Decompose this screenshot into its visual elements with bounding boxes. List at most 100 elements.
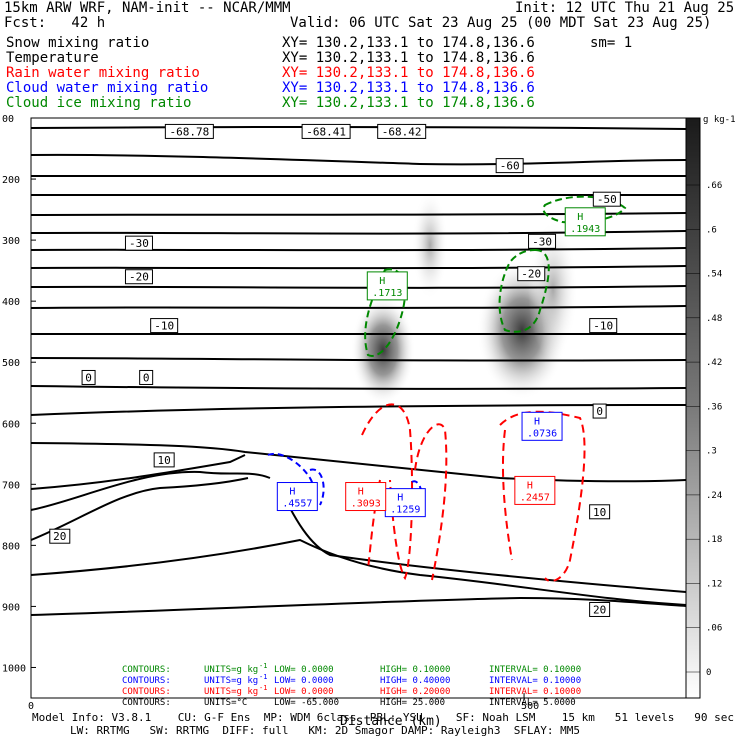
isotherm-label: 0 [143, 371, 150, 384]
y-tick-label: 200 [2, 175, 20, 186]
y-tick-label: 00 [2, 114, 14, 125]
contour-info-units: UNITS=°C [204, 698, 248, 708]
colorbar-label: .36 [706, 402, 722, 412]
maximum-value: .2457 [520, 492, 550, 503]
colorbar-label: .12 [706, 579, 722, 589]
maximum-value: .1943 [570, 224, 600, 235]
contour-info-units: UNITS=g kg [204, 687, 259, 697]
y-tick-label: 400 [2, 297, 20, 308]
isotherm-label-box [139, 369, 154, 385]
isotherm-label: 20 [53, 530, 66, 543]
isotherm-label: -10 [593, 320, 613, 333]
isotherm-label: 20 [593, 603, 606, 616]
init-time: Init: 12 UTC Thu 21 Aug 25 [515, 0, 735, 16]
field-name: Snow mixing ratio [6, 35, 150, 51]
field-cross-section-coords: XY= 130.2,133.1 to 174.8,136.6 [282, 50, 535, 66]
isotherm-label-box [517, 266, 546, 282]
field-cross-section-coords: XY= 130.2,133.1 to 174.8,136.6 [282, 95, 535, 111]
maximum-label: H [397, 493, 403, 504]
maximum-value: .0736 [527, 428, 557, 439]
field-name: Rain water mixing ratio [6, 65, 200, 81]
x-axis-label: Distance (km) [340, 714, 442, 729]
isotherm-label-box [377, 123, 427, 139]
contour-info-low: LOW= 0.0000 [274, 676, 334, 686]
contour-info-high: HIGH= 0.40000 [380, 676, 451, 686]
maximum-box [521, 411, 563, 441]
colorbar-label: .42 [706, 358, 722, 368]
field-name: Cloud water mixing ratio [6, 80, 209, 96]
isotherm-label: 10 [593, 506, 606, 519]
maximum-label: H [534, 416, 540, 427]
maximum-value: .1259 [390, 505, 420, 516]
y-axis: 00 200 300 400 500 600 700 800 900 1000 [2, 114, 36, 674]
contour-info-low: LOW= -65.000 [274, 698, 340, 708]
contour-info-interval: INTERVAL= 0.10000 [489, 676, 582, 686]
contour-info-interval: INTERVAL= 0.10000 [489, 665, 582, 675]
contour-info-label: CONTOURS: [122, 698, 171, 708]
x-axis: 0 500 [28, 693, 539, 712]
colorbar [685, 117, 701, 699]
isotherm-label-box [589, 504, 611, 520]
forecast-hour: Fcst: 42 h [4, 15, 106, 31]
contour-info-label: CONTOURS: [122, 665, 171, 675]
maxima-markers: H.1943H.1713H.0736H.4557H.1259H.3093H.24… [276, 207, 606, 518]
contour-info-sup: -1 [259, 673, 268, 681]
rain-water-contours [361, 403, 586, 582]
contour-info-units: UNITS=g kg [204, 665, 259, 675]
maximum-box [514, 475, 556, 505]
field-cross-section-coords: XY= 130.2,133.1 to 174.8,136.6 [282, 80, 535, 96]
y-tick-label: 1000 [2, 663, 26, 674]
isotherm-label-box [589, 601, 611, 617]
colorbar-label: .48 [706, 314, 722, 324]
isotherm-label-box [124, 235, 153, 251]
contour-info-sup: -1 [259, 662, 268, 670]
isotherm-label: 0 [85, 371, 92, 384]
isotherm-label: -10 [154, 320, 174, 333]
isotherm-label: -60 [500, 160, 520, 173]
isotherm-label: -20 [521, 268, 541, 281]
isotherm-label-box [164, 123, 214, 139]
contour-info-high: HIGH= 25.000 [380, 698, 446, 708]
y-tick-label: 500 [2, 358, 20, 369]
maximum-label: H [289, 487, 295, 498]
colorbar-label: .6 [706, 225, 717, 235]
isotherm-label-box [301, 123, 351, 139]
contour-info-low: LOW= 0.0000 [274, 665, 334, 675]
colorbar-labels: .66 .6 .54 .48 .42 .36 .3 .24 .18 .12 .06 0 [686, 181, 722, 678]
maximum-box [564, 207, 606, 237]
y-tick-label: 300 [2, 236, 20, 247]
contour-info-label: CONTOURS: [122, 687, 171, 697]
isotherm-label-box [150, 318, 179, 334]
isotherm-label: -20 [129, 271, 149, 284]
contour-info-high: HIGH= 0.20000 [380, 687, 451, 697]
contour-info-sup: -1 [259, 684, 268, 692]
isotherm-label-box [124, 269, 153, 285]
isotherm-labels: -68.78 -68.41 -68.42 -60 -50 -30 -30 -20 -20 -10 -… [49, 123, 621, 617]
isotherm-label-box [592, 403, 607, 419]
colorbar-label: .3 [706, 447, 717, 457]
maximum-box [366, 271, 408, 301]
isotherm-label: -68.78 [169, 125, 209, 138]
isotherm-label-box [528, 233, 557, 249]
maximum-value: .3093 [351, 499, 381, 510]
y-tick-label: 700 [2, 480, 20, 491]
isotherm-label: -30 [129, 237, 149, 250]
isotherm-label-box [592, 191, 621, 207]
isotherm-label: 10 [158, 454, 171, 467]
valid-time: Valid: 06 UTC Sat 23 Aug 25 (00 MDT Sat … [290, 15, 712, 31]
isotherm-label-box [49, 528, 71, 544]
maximum-label: H [379, 276, 385, 287]
contour-info-units: UNITS=g kg [204, 676, 259, 686]
field-smoothing: sm= 1 [590, 35, 633, 51]
y-tick-label: 800 [2, 541, 20, 552]
isotherm-label-box [589, 318, 618, 334]
maximum-box [345, 482, 387, 512]
colorbar-label: .18 [706, 535, 722, 545]
contour-info-label: CONTOURS: [122, 676, 171, 686]
y-tick-label: 600 [2, 419, 20, 430]
model-info: Model Info: V3.8.1 CU: G-F Ens MP: WDM 6… [32, 711, 734, 724]
isotherm-label-box [495, 158, 524, 174]
maximum-value: .1713 [372, 288, 402, 299]
contour-info-high: HIGH= 0.10000 [380, 665, 451, 675]
colorbar-label: .24 [706, 491, 722, 501]
